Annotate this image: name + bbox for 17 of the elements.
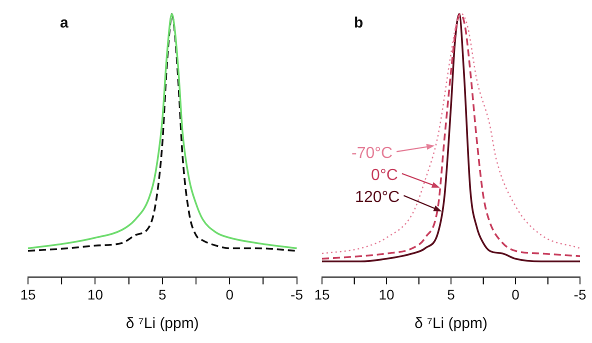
x-tick-label: -5 bbox=[574, 286, 586, 302]
x-tick-label: 15 bbox=[314, 286, 330, 302]
x-tick-label: -5 bbox=[290, 286, 304, 302]
x-tick-label: 5 bbox=[447, 286, 456, 302]
x-tick-label: 0 bbox=[512, 286, 520, 302]
x-tick-label: 10 bbox=[87, 286, 104, 302]
x-tick-label: 15 bbox=[20, 286, 36, 302]
x-axis-title: δ ⁷Li (ppm) bbox=[414, 315, 488, 332]
x-tick-label: 5 bbox=[158, 286, 166, 302]
annotation: -70°C bbox=[352, 145, 393, 162]
x-axis-title: δ ⁷Li (ppm) bbox=[126, 315, 199, 332]
x-tick-label: 0 bbox=[226, 286, 234, 302]
annotation: 0°C bbox=[371, 167, 398, 184]
x-tick-label: 10 bbox=[378, 286, 394, 302]
chart-title: a bbox=[60, 14, 69, 32]
annotation: 120°C bbox=[355, 189, 400, 206]
chart-title: b bbox=[354, 14, 364, 32]
